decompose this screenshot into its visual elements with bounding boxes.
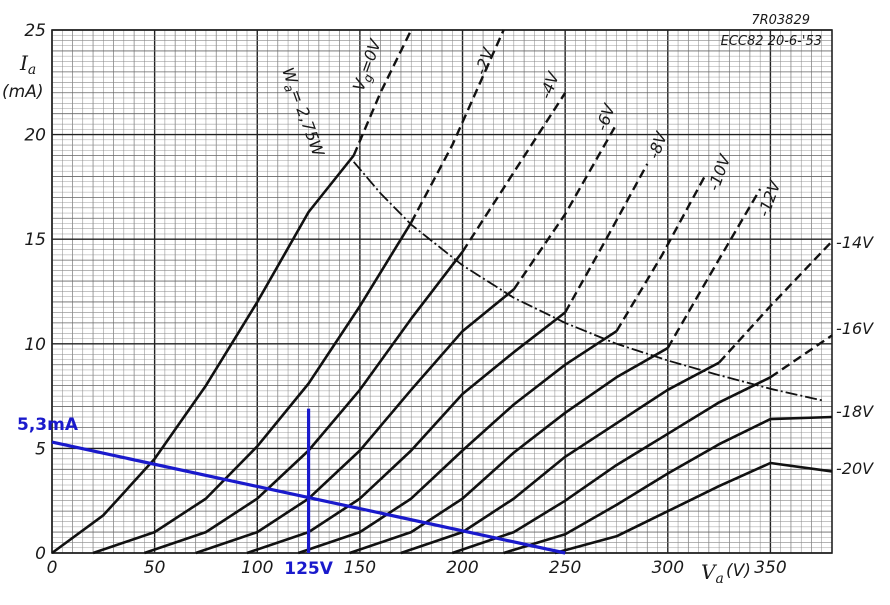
curve-label-1: -2V (471, 45, 498, 78)
meta-code: 7R03829 (751, 13, 810, 28)
curve-label-2: -4V (536, 69, 563, 102)
curve-solid-7 (400, 361, 720, 555)
dissipation-line (353, 161, 822, 402)
x-axis-unit: (V) (726, 561, 751, 581)
chart-grid (51, 29, 833, 554)
x-axis-symbol: V (701, 560, 718, 584)
y-tick-label-4: 20 (24, 126, 46, 146)
plate-curves (51, 29, 833, 555)
y-tick-label-5: 25 (24, 21, 46, 41)
curve-dashed-4 (564, 163, 649, 313)
dissipation-label: Wa= 2,75W (275, 65, 328, 161)
curve-solid-1 (92, 221, 413, 555)
curve-dashed-0 (352, 29, 413, 156)
y-axis-subscript: a (28, 62, 36, 78)
curve-solid-9 (503, 415, 833, 555)
blue-annotations: 5,3mA 125V (17, 408, 566, 579)
axis-ticks: 0 50 100 150 200 250 300 350 0 5 10 15 20 25 (24, 21, 786, 578)
curve-dashed-8 (769, 334, 833, 379)
curve-label-7: -14V (836, 233, 874, 252)
curve-solid-8 (451, 376, 771, 555)
dissipation-rest: = 2,75W (286, 87, 328, 160)
curve-solid-0 (51, 154, 355, 555)
y-tick-label-2: 10 (24, 335, 46, 355)
curve-dashed-1 (410, 29, 505, 224)
curve-solid-5 (297, 330, 618, 555)
voltage-annotation-label: 125V (284, 559, 333, 579)
plot-frame (51, 29, 833, 554)
x-tick-label-0: 0 (47, 558, 58, 578)
x-tick-label-3: 150 (344, 558, 376, 578)
x-tick-label-2: 100 (241, 558, 273, 578)
curve-label-9: -18V (836, 402, 874, 421)
x-tick-label-7: 350 (754, 558, 786, 578)
y-tick-label-1: 5 (35, 439, 46, 459)
y-tick-label-0: 0 (35, 544, 46, 564)
curve-label-10: -20V (836, 459, 874, 478)
y-axis-title: Ia (19, 51, 36, 78)
curve-dashed-2 (461, 92, 567, 253)
dissipation-symbol: W (278, 65, 302, 87)
curve-solid-3 (195, 288, 515, 555)
curve-label-0: Vg=0V (349, 36, 388, 94)
curve-dashed-7 (718, 240, 833, 364)
x-axis-subscript: a (715, 571, 723, 587)
dissipation-subscript: a (281, 82, 297, 94)
meta-tube-date: ECC82 20-6-'53 (721, 34, 822, 49)
y-axis-symbol: I (19, 51, 29, 75)
voltage-annotation-bg (282, 557, 335, 579)
x-tick-label-5: 250 (549, 558, 581, 578)
x-tick-label-4: 200 (446, 558, 478, 578)
y-axis-unit: (mA) (2, 82, 43, 102)
curve-solid-10 (554, 461, 833, 555)
x-tick-label-6: 300 (652, 558, 684, 578)
y-tick-label-3: 15 (24, 230, 46, 250)
curve-dashed-5 (615, 175, 706, 332)
dissipation-curve (353, 161, 822, 402)
curve-dashed-3 (512, 123, 618, 291)
curve-solid-6 (349, 346, 669, 555)
curve-label-8: -16V (836, 319, 874, 338)
x-axis-title: Va (701, 560, 724, 587)
current-annotation-label: 5,3mA (17, 415, 79, 435)
x-tick-label-1: 50 (144, 558, 166, 578)
